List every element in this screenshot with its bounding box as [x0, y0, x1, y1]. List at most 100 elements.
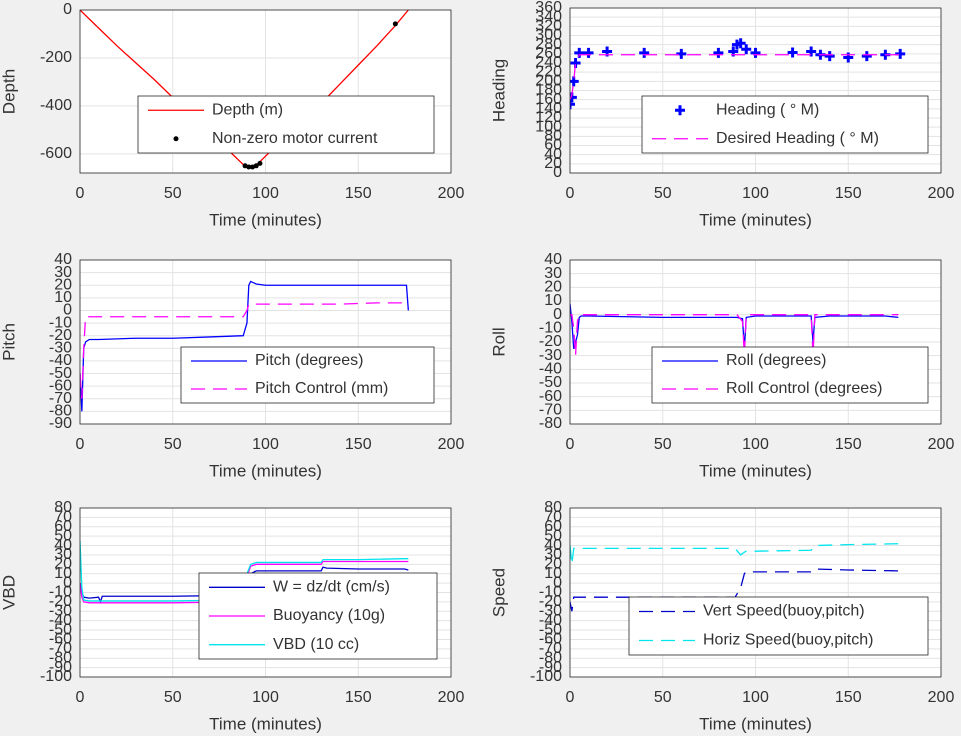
y-tick-label: 360: [535, 0, 562, 16]
y-axis-label: Roll: [489, 327, 508, 356]
y-tick-label: -70: [49, 390, 72, 407]
dot-marker: [246, 164, 252, 170]
plot-marks: [570, 303, 899, 356]
x-tick-label: 0: [76, 436, 85, 453]
y-tick-label: -400: [40, 97, 72, 114]
x-tick-label: 100: [742, 185, 769, 202]
legend-label: W = dz/dt (cm/s): [273, 579, 390, 596]
series-line: [570, 543, 901, 565]
y-tick-label: 300: [535, 27, 562, 44]
plus-marker: [735, 38, 746, 49]
y-tick-label: 50: [544, 527, 562, 544]
legend-swatch: [675, 105, 685, 116]
y-tick-label: -20: [539, 593, 562, 610]
x-tick-label: 200: [928, 689, 955, 706]
y-tick-label: -50: [539, 374, 562, 391]
y-tick-label: 220: [535, 63, 562, 80]
x-tick-label: 50: [164, 436, 182, 453]
plus-marker: [639, 47, 650, 58]
y-tick-label: -40: [49, 352, 72, 369]
y-tick-label: -10: [539, 320, 562, 337]
legend-label: Vert Speed(buoy,pitch): [703, 603, 865, 620]
y-tick-label: 80: [54, 499, 72, 516]
y-tick-label: 40: [544, 146, 562, 163]
y-tick-label: 10: [544, 292, 562, 309]
y-tick-label: 180: [535, 82, 562, 99]
y-tick-label: 200: [535, 73, 562, 90]
y-tick-label: -80: [49, 403, 72, 420]
x-tick-label: 150: [835, 436, 862, 453]
y-tick-label: 20: [54, 556, 72, 573]
x-tick-label: 150: [345, 689, 372, 706]
y-axis-label: Pitch: [0, 323, 18, 361]
y-tick-label: 60: [54, 518, 72, 535]
legend-label: Buoyancy (10g): [273, 607, 385, 624]
series-line: [80, 280, 409, 412]
y-tick-label: 80: [544, 128, 562, 145]
y-tick-label: -80: [49, 649, 72, 666]
plot-marks: [570, 38, 906, 110]
plot-marks: [80, 280, 409, 412]
legend-box: [180, 346, 435, 404]
series-line: [80, 302, 409, 399]
x-axis-label: Time (minutes): [209, 461, 322, 480]
x-axis-label: Time (minutes): [699, 461, 812, 480]
y-tick-label: -40: [49, 612, 72, 629]
y-tick-label: -60: [539, 388, 562, 405]
axes-box: [79, 9, 452, 174]
y-tick-label: 100: [535, 118, 562, 135]
plus-marker: [861, 51, 872, 62]
legend-box: [137, 95, 435, 154]
x-tick-label: 100: [252, 689, 279, 706]
y-tick-label: 60: [544, 518, 562, 535]
y-tick-label: 0: [553, 306, 562, 323]
y-tick-label: -90: [49, 659, 72, 676]
y-tick-label: 50: [54, 527, 72, 544]
x-tick-label: 0: [76, 185, 85, 202]
legend-label: Pitch Control (mm): [255, 380, 388, 397]
plus-marker: [570, 99, 575, 110]
y-tick-label: 0: [553, 164, 562, 181]
y-tick-label: 70: [54, 509, 72, 526]
axes-box: [569, 7, 942, 174]
legend-box: [651, 346, 929, 404]
legend-swatch: [173, 136, 179, 142]
x-tick-label: 50: [164, 185, 182, 202]
y-tick-label: 40: [54, 251, 72, 268]
x-tick-label: 100: [252, 185, 279, 202]
axes-box: [79, 259, 452, 425]
y-tick-label: -40: [539, 361, 562, 378]
plus-marker: [750, 47, 761, 58]
y-tick-label: 240: [535, 54, 562, 71]
x-tick-label: 0: [76, 689, 85, 706]
x-tick-label: 150: [345, 185, 372, 202]
y-tick-label: 20: [54, 276, 72, 293]
x-tick-label: 100: [742, 689, 769, 706]
dot-marker: [257, 160, 263, 166]
x-tick-label: 100: [742, 436, 769, 453]
dot-marker: [253, 163, 259, 169]
y-tick-label: -30: [539, 602, 562, 619]
x-tick-label: 200: [928, 185, 955, 202]
x-tick-label: 50: [654, 436, 672, 453]
y-tick-label: -60: [539, 631, 562, 648]
x-tick-label: 50: [654, 689, 672, 706]
y-tick-label: -70: [49, 640, 72, 657]
y-axis-label: Speed: [489, 568, 508, 617]
x-tick-label: 150: [835, 185, 862, 202]
y-tick-label: -60: [49, 631, 72, 648]
plus-marker: [741, 44, 752, 55]
legend-label: Pitch (degrees): [255, 352, 364, 369]
y-tick-label: -70: [539, 402, 562, 419]
legend-label: Roll Control (degrees): [726, 380, 883, 397]
y-tick-label: 160: [535, 91, 562, 108]
legend-label: Heading ( ° M): [716, 101, 819, 118]
y-tick-label: -30: [539, 347, 562, 364]
x-tick-label: 150: [835, 689, 862, 706]
y-tick-label: -90: [49, 415, 72, 432]
series-line: [570, 54, 901, 100]
x-axis-label: Time (minutes): [209, 210, 322, 229]
x-tick-label: 200: [438, 185, 465, 202]
y-tick-label: 320: [535, 18, 562, 35]
